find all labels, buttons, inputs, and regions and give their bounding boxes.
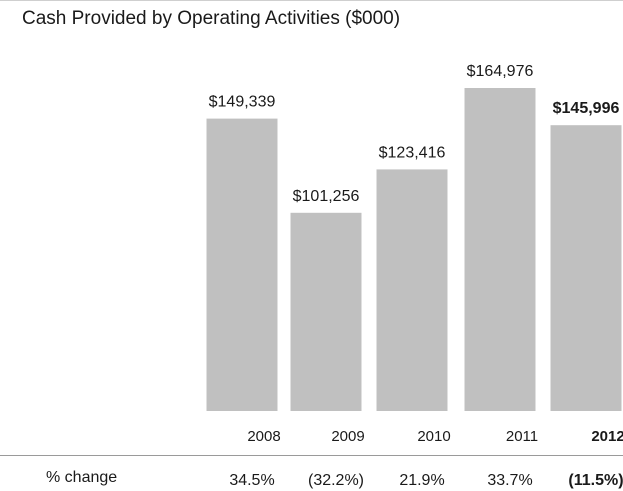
pct-change-2011: 33.7% xyxy=(487,472,532,489)
x-tick-2008: 2008 xyxy=(247,428,280,445)
value-label-2009: $101,256 xyxy=(293,188,360,205)
value-label-2008: $149,339 xyxy=(209,94,276,111)
bar-2009 xyxy=(290,212,362,411)
value-labels-group: $149,339 $101,256 $123,416 $164,976 $145,996 xyxy=(209,63,620,205)
value-label-2010: $123,416 xyxy=(379,144,446,161)
pct-change-2010: 21.9% xyxy=(399,472,444,489)
top-rule xyxy=(0,0,623,1)
pct-change-2008: 34.5% xyxy=(229,472,274,489)
bar-2008 xyxy=(206,118,278,411)
pct-change-rule xyxy=(0,455,623,456)
x-tick-2012: 2012 xyxy=(591,428,623,445)
value-label-2012: $145,996 xyxy=(553,100,620,117)
value-label-2011: $164,976 xyxy=(467,63,534,80)
pct-change-row: 34.5% (32.2%) 21.9% 33.7% (11.5%) xyxy=(229,472,623,489)
bar-2012 xyxy=(550,125,622,411)
x-tick-2009: 2009 xyxy=(331,428,364,445)
pct-change-label: % change xyxy=(46,469,118,486)
pct-change-2009: (32.2%) xyxy=(308,472,364,489)
x-tick-2011: 2011 xyxy=(506,428,538,445)
bars-group xyxy=(206,88,622,411)
bar-2011 xyxy=(464,88,536,411)
chart-title: Cash Provided by Operating Activities ($… xyxy=(22,8,401,29)
x-tick-labels-group: 2008 2009 2010 2011 2012 xyxy=(247,428,623,445)
x-tick-2010: 2010 xyxy=(417,428,450,445)
pct-change-2012: (11.5%) xyxy=(568,472,623,489)
bar-2010 xyxy=(376,169,448,411)
